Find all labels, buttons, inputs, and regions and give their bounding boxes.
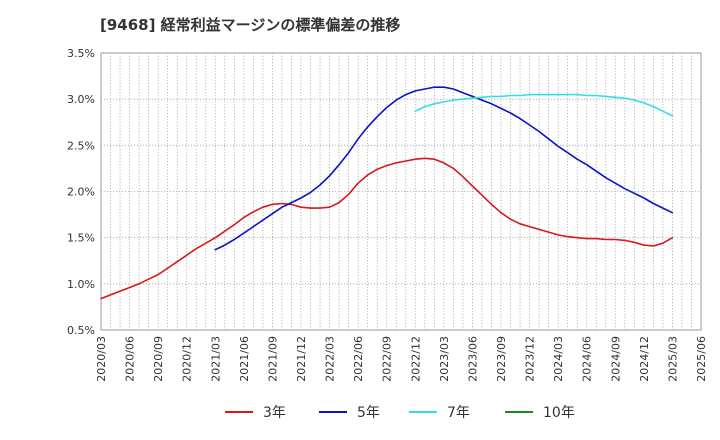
x-tick-label: 2022/06 xyxy=(352,336,365,382)
axes: 0.5% 1.0% 1.5% 2.0% 2.5% 3.0% 3.5% 2020/03 2020/… xyxy=(67,47,708,382)
legend: 3年 5年 7年 10年 xyxy=(225,405,575,421)
y-tick-label: 3.5% xyxy=(67,47,95,60)
x-tick-label: 2023/09 xyxy=(495,336,508,382)
legend-label: 5年 xyxy=(357,405,380,421)
x-tick-label: 2021/09 xyxy=(266,336,279,382)
x-tick-label: 2020/03 xyxy=(95,336,108,382)
grid xyxy=(100,52,702,331)
y-tick-label: 1.5% xyxy=(67,232,95,245)
legend-label: 10年 xyxy=(543,405,575,421)
y-tick-label: 3.0% xyxy=(67,93,95,106)
y-tick-label: 0.5% xyxy=(67,324,95,337)
x-tick-label: 2022/09 xyxy=(381,336,394,382)
y-tick-label: 1.0% xyxy=(67,278,95,291)
series-line-7年 xyxy=(414,93,674,117)
x-tick-label: 2020/06 xyxy=(124,336,137,382)
series-lines xyxy=(100,86,674,300)
x-tick-label: 2020/09 xyxy=(152,336,165,382)
legend-label: 7年 xyxy=(447,405,470,421)
x-tick-label: 2025/06 xyxy=(695,336,708,382)
x-tick-label: 2021/12 xyxy=(295,336,308,382)
x-tick-label: 2022/12 xyxy=(409,336,422,382)
x-tick-label: 2024/03 xyxy=(552,336,565,382)
y-tick-label: 2.5% xyxy=(67,139,95,152)
series-line-3年 xyxy=(100,157,674,300)
x-tick-label: 2022/03 xyxy=(324,336,337,382)
x-tick-label: 2020/12 xyxy=(181,336,194,382)
x-tick-label: 2024/06 xyxy=(581,336,594,382)
x-tick-label: 2021/06 xyxy=(238,336,251,382)
x-tick-label: 2023/12 xyxy=(524,336,537,382)
chart-title: [9468] 経常利益マージンの標準偏差の推移 xyxy=(100,16,401,34)
x-tick-label: 2023/03 xyxy=(438,336,451,382)
x-tick-label: 2024/12 xyxy=(638,336,651,382)
x-tick-label: 2025/03 xyxy=(666,336,679,382)
x-tick-label: 2024/09 xyxy=(609,336,622,382)
x-tick-label: 2021/03 xyxy=(209,336,222,382)
legend-label: 3年 xyxy=(263,405,286,421)
series-line-5年 xyxy=(214,86,674,251)
x-tick-label: 2023/06 xyxy=(466,336,479,382)
y-tick-label: 2.0% xyxy=(67,186,95,199)
